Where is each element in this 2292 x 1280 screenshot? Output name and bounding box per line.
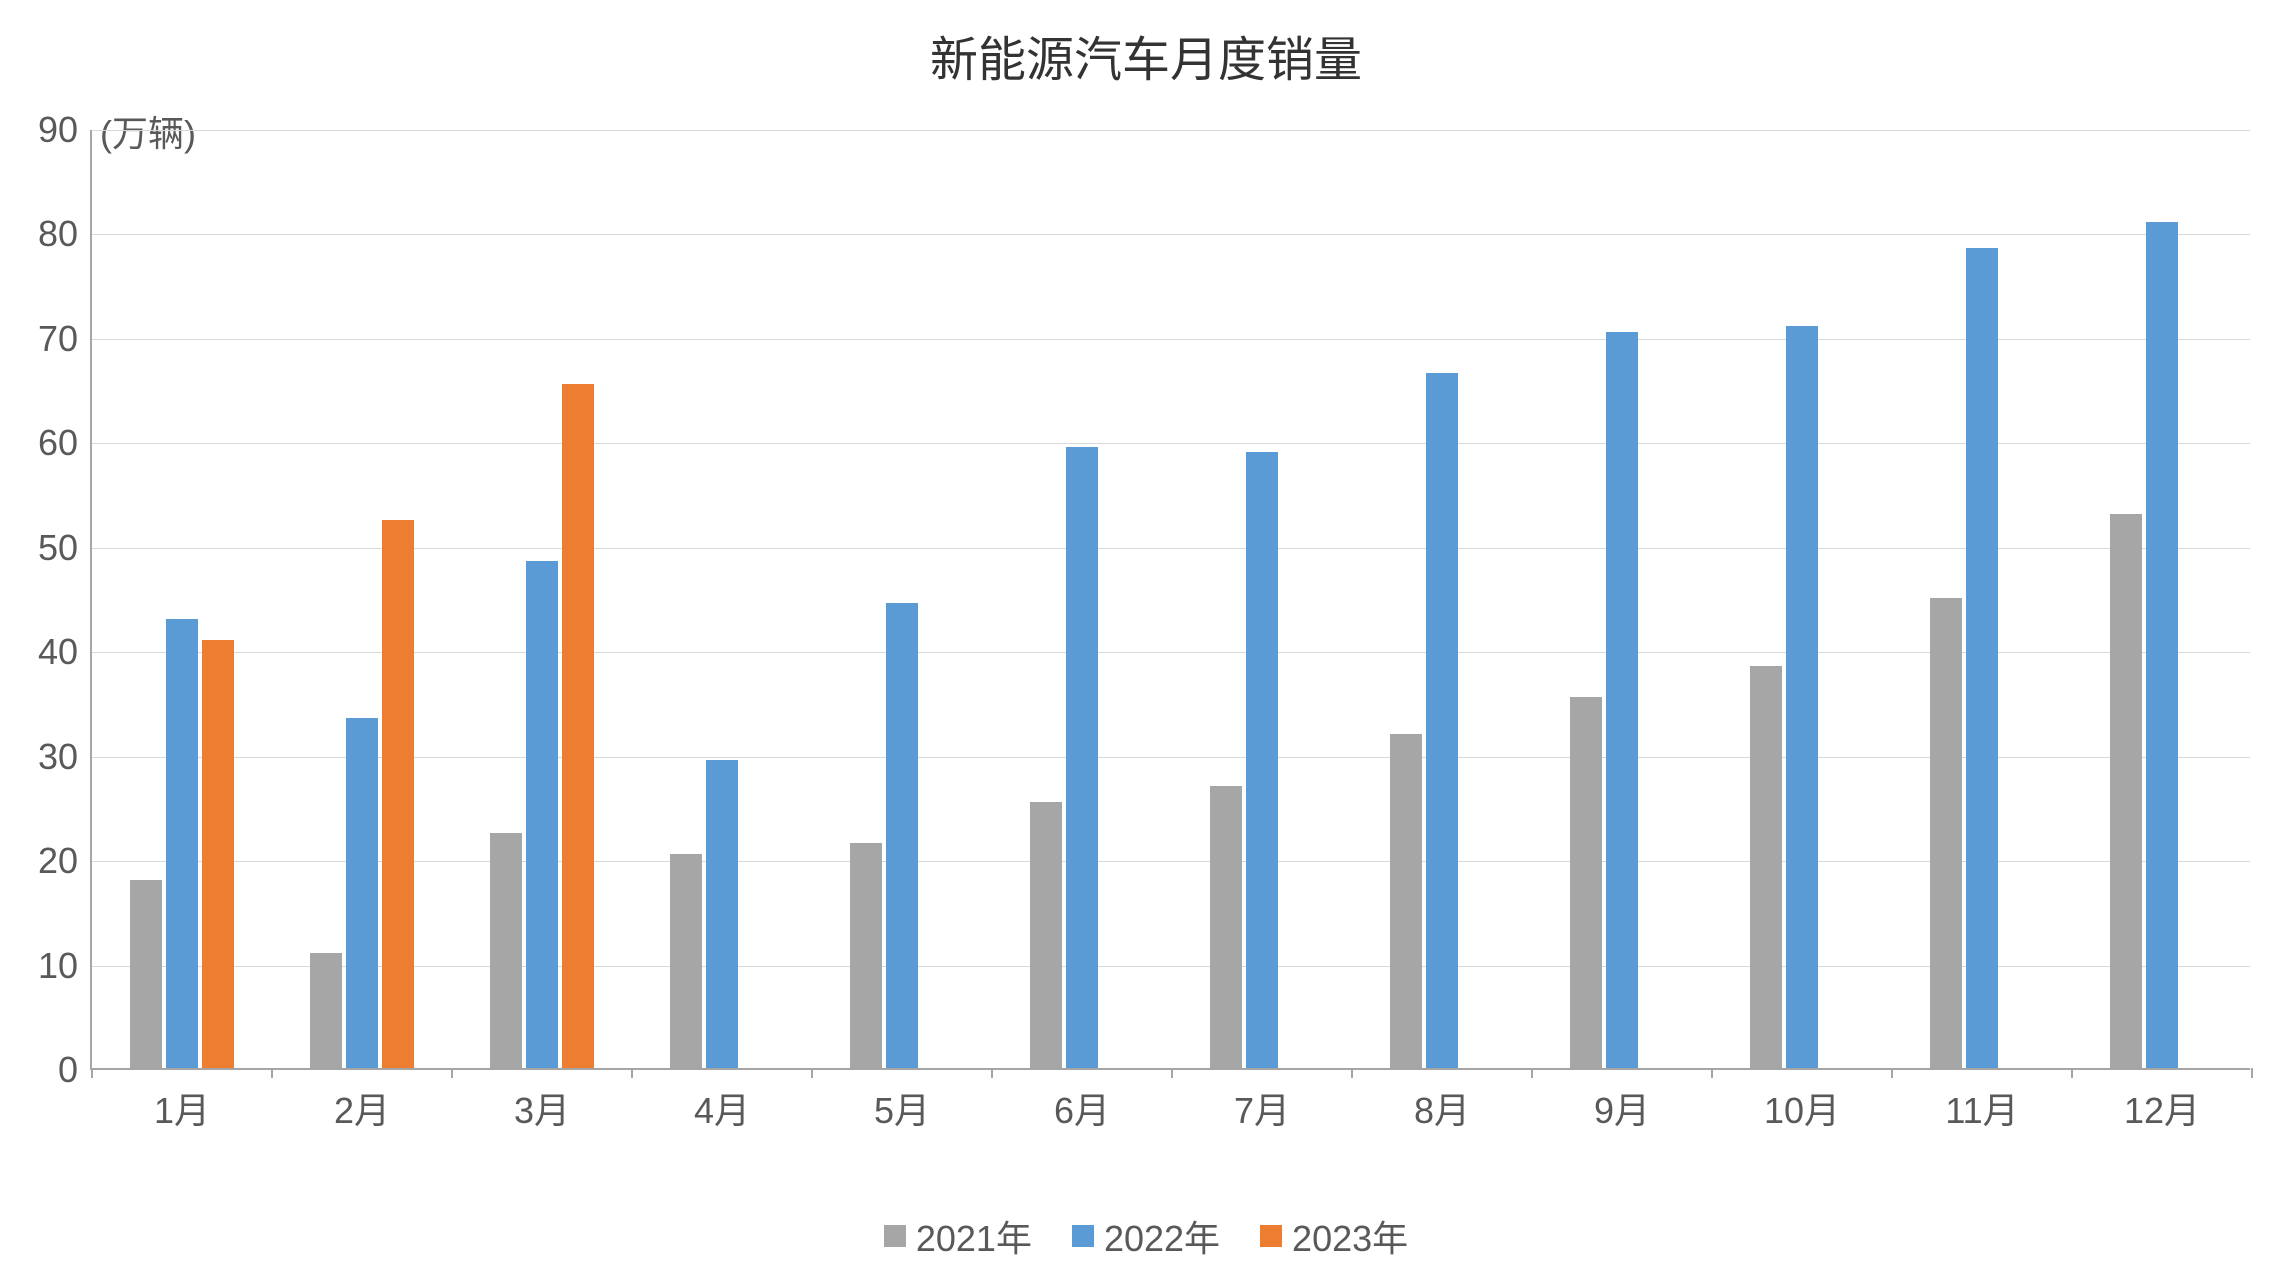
x-tick [991,1068,993,1078]
legend-item: 2022年 [1072,1210,1220,1262]
x-tick [1711,1068,1713,1078]
bar [1786,326,1818,1068]
x-tick [631,1068,633,1078]
legend: 2021年 2022年 2023年 [0,1210,2292,1262]
bar [1210,786,1242,1068]
bar [2110,514,2142,1068]
y-tick-label: 0 [58,1049,92,1091]
gridline [92,652,2250,653]
x-tick-label: 12月 [2124,1068,2200,1134]
bar [202,640,234,1068]
x-tick-label: 10月 [1764,1068,1840,1134]
x-tick [271,1068,273,1078]
legend-label: 2021年 [916,1210,1032,1262]
legend-label: 2023年 [1292,1210,1408,1262]
bar [1930,598,1962,1068]
legend-swatch [884,1225,906,1247]
x-tick [1891,1068,1893,1078]
gridline [92,234,2250,235]
bar [670,854,702,1068]
x-tick-label: 1月 [154,1068,210,1134]
bar [886,603,918,1068]
x-tick-label: 8月 [1414,1068,1470,1134]
x-tick-label: 3月 [514,1068,570,1134]
bar [310,953,342,1068]
x-tick-label: 7月 [1234,1068,1290,1134]
gridline [92,966,2250,967]
chart-container: 新能源汽车月度销量 (万辆) 01020304050607080901月2月3月… [0,0,2292,1280]
y-tick-label: 50 [38,527,92,569]
bar [850,843,882,1068]
legend-swatch [1260,1225,1282,1247]
bar [562,384,594,1068]
y-tick-label: 60 [38,422,92,464]
y-tick-label: 30 [38,736,92,778]
bar [1426,373,1458,1068]
y-tick-label: 20 [38,840,92,882]
y-tick-label: 90 [38,109,92,151]
x-tick-label: 9月 [1594,1068,1650,1134]
bar [490,833,522,1068]
bar [1606,332,1638,1068]
x-tick [91,1068,93,1078]
bar [1390,734,1422,1068]
x-tick [1351,1068,1353,1078]
legend-label: 2022年 [1104,1210,1220,1262]
chart-title: 新能源汽车月度销量 [0,20,2292,90]
legend-item: 2023年 [1260,1210,1408,1262]
plot-area: 01020304050607080901月2月3月4月5月6月7月8月9月10月… [90,130,2250,1070]
bar [382,520,414,1068]
x-tick-label: 11月 [1945,1068,2018,1134]
y-tick-label: 40 [38,631,92,673]
bar [706,760,738,1068]
x-tick [2071,1068,2073,1078]
y-tick-label: 80 [38,213,92,255]
bar [1246,452,1278,1068]
bar [1066,447,1098,1068]
gridline [92,548,2250,549]
legend-swatch [1072,1225,1094,1247]
x-tick-label: 2月 [334,1068,390,1134]
x-tick [1531,1068,1533,1078]
gridline [92,861,2250,862]
bar [1570,697,1602,1068]
x-tick-label: 6月 [1054,1068,1110,1134]
x-tick [1171,1068,1173,1078]
gridline [92,130,2250,131]
x-tick-label: 5月 [874,1068,930,1134]
bar [1750,666,1782,1068]
bar [166,619,198,1068]
bar [2146,222,2178,1068]
bar [1030,802,1062,1068]
bar [346,718,378,1068]
gridline [92,757,2250,758]
bar [1966,248,1998,1068]
legend-item: 2021年 [884,1210,1032,1262]
y-tick-label: 10 [38,945,92,987]
gridline [92,339,2250,340]
x-tick [811,1068,813,1078]
x-tick [2251,1068,2253,1078]
x-tick-label: 4月 [694,1068,750,1134]
y-tick-label: 70 [38,318,92,360]
x-tick [451,1068,453,1078]
bar [130,880,162,1068]
bar [526,561,558,1068]
gridline [92,443,2250,444]
